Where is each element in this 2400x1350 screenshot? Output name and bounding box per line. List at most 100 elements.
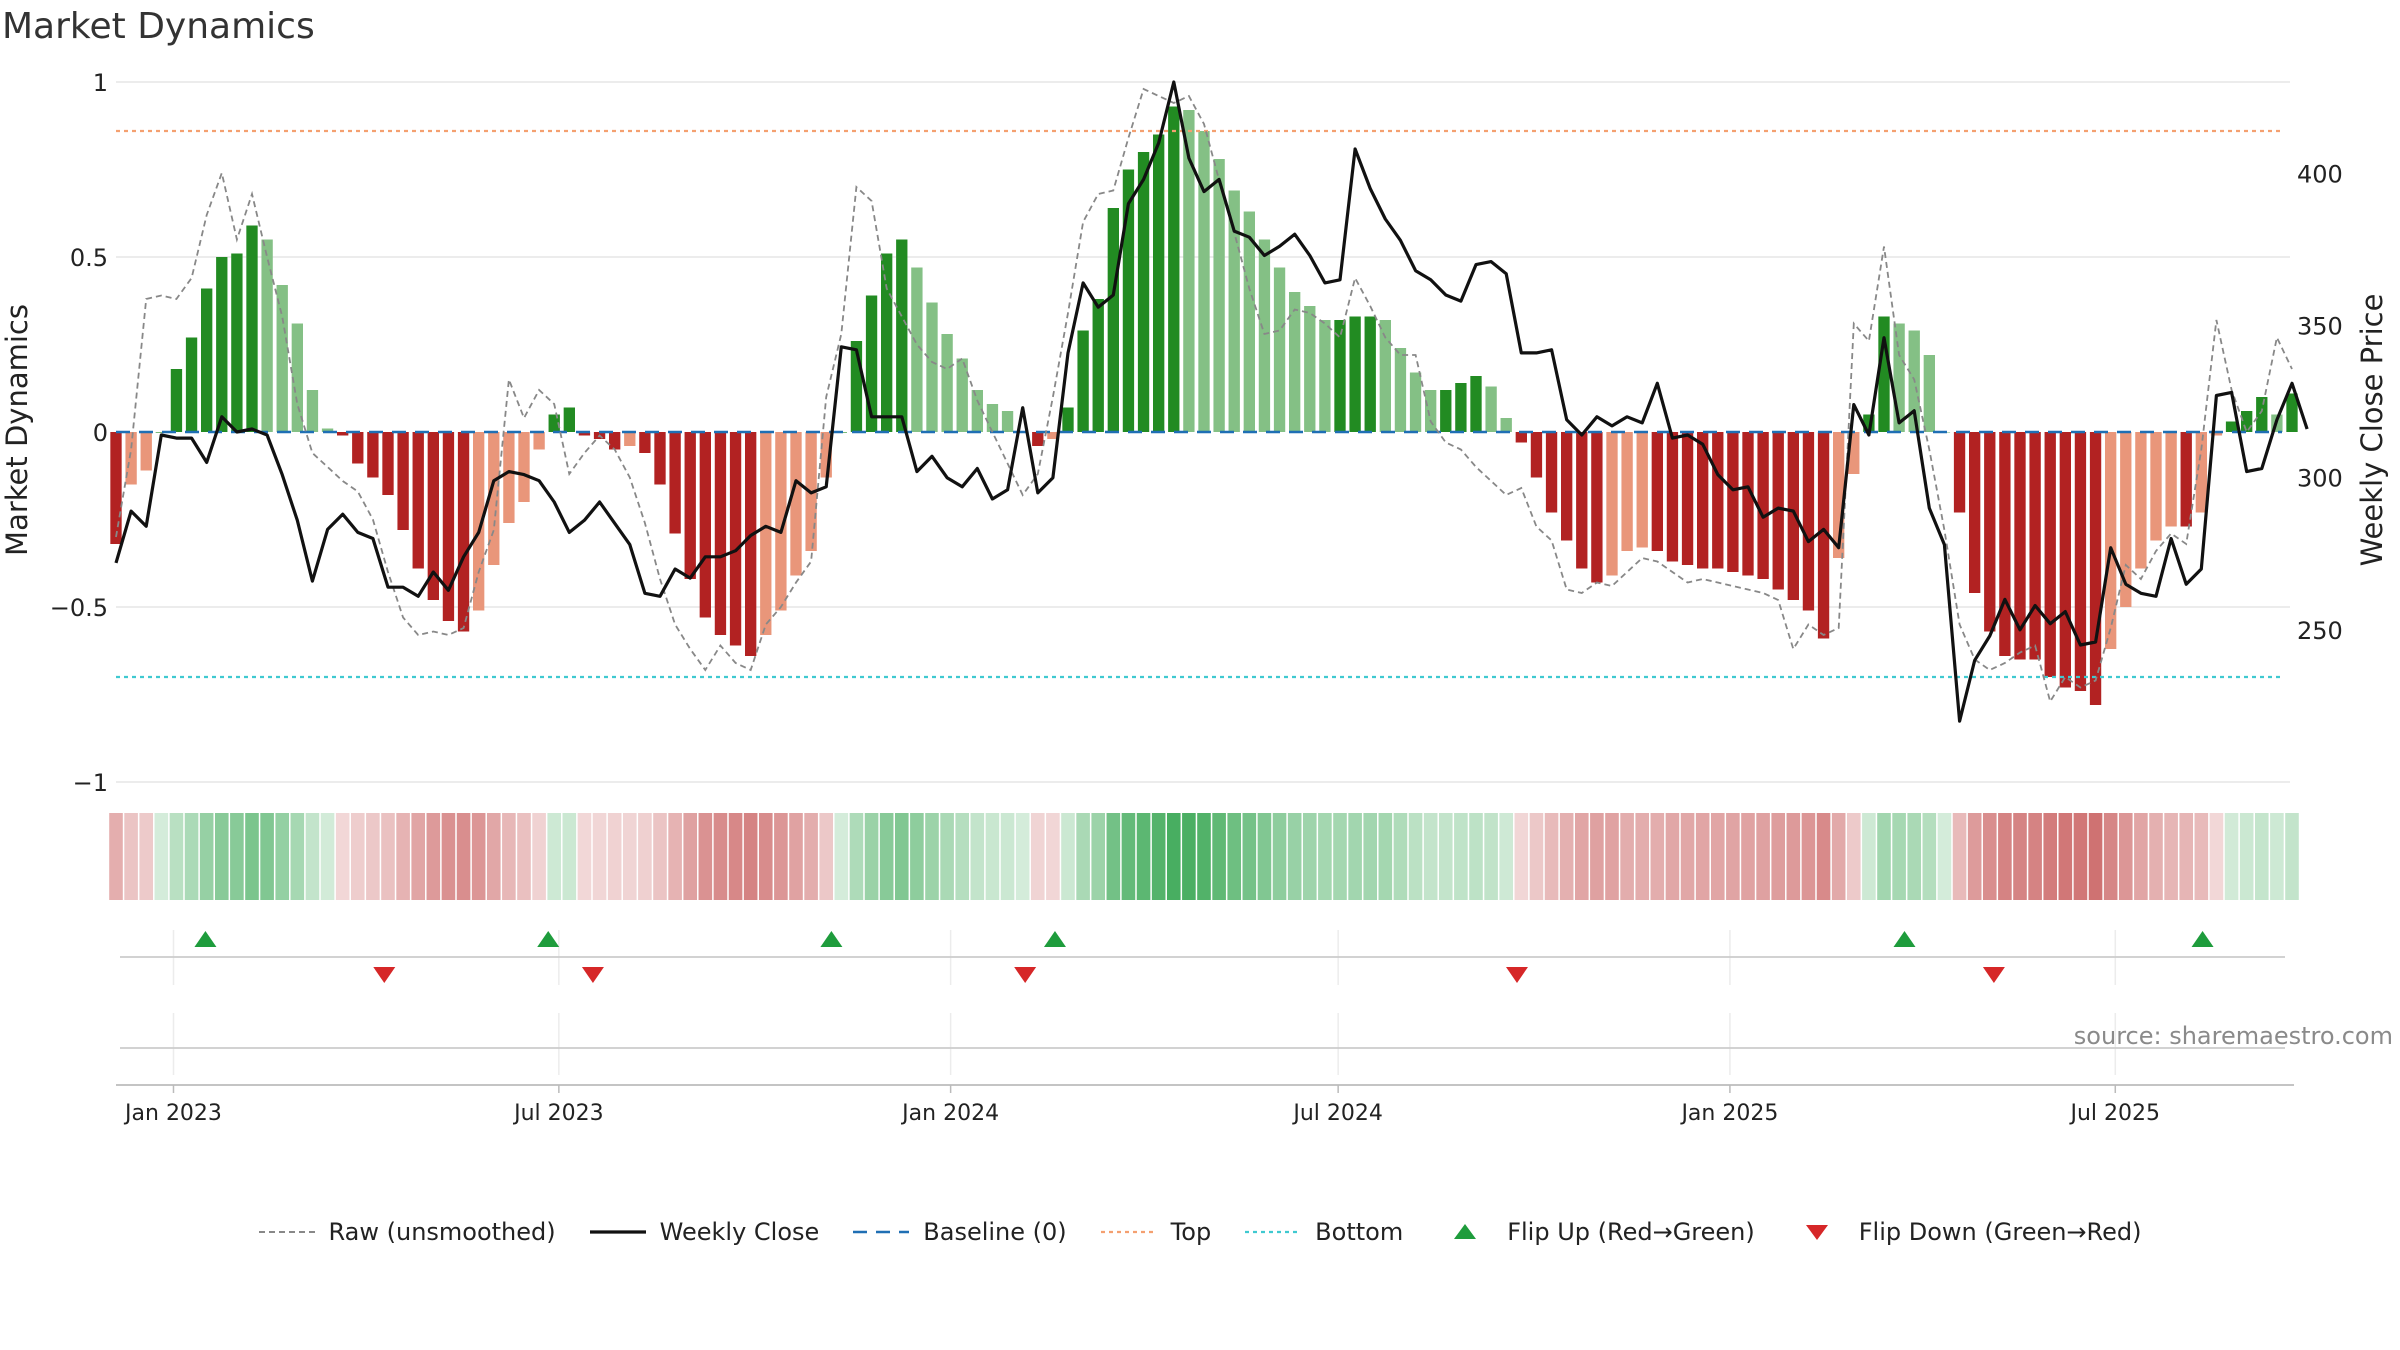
regime-cell (592, 813, 607, 900)
regime-cell (2013, 813, 2027, 900)
regime-cell (396, 813, 410, 900)
dynamics-bar (2180, 432, 2192, 527)
regime-cell (154, 813, 169, 900)
legend-item-baseline: Baseline (0) (853, 1218, 1067, 1246)
regime-cell (2028, 813, 2042, 900)
dynamics-bar (1530, 432, 1543, 478)
dynamics-bar (911, 267, 923, 432)
legend-item-raw: Raw (unsmoothed) (258, 1218, 556, 1246)
regime-cell (230, 813, 244, 900)
dynamics-bar (941, 334, 953, 432)
regime-cell (1982, 813, 1997, 900)
dynamics-bar (1137, 152, 1150, 432)
legend: Raw (unsmoothed) Weekly Close Baseline (0)… (0, 1212, 2400, 1252)
regime-cell (2118, 813, 2133, 900)
regime-cell (184, 813, 199, 900)
dynamics-bar (442, 432, 455, 621)
dynamics-bar (1273, 267, 1286, 432)
regime-cell (1348, 813, 1362, 900)
dynamics-bar (337, 432, 349, 436)
dynamics-bar (926, 302, 938, 432)
x-tick-label: Jul 2025 (2069, 1101, 2161, 1126)
regime-cell (1061, 813, 1075, 900)
dynamics-bar (352, 432, 364, 464)
dynamics-bar (397, 432, 409, 530)
dynamics-bar (457, 432, 470, 632)
dynamics-bar (110, 432, 122, 544)
regime-cell (275, 813, 290, 900)
regime-cell (562, 813, 577, 900)
regime-cell (260, 813, 274, 900)
flip-up-marker (2191, 931, 2214, 947)
weekly-close-line (114, 80, 2309, 723)
dynamics-bar (956, 358, 968, 432)
dynamics-bar (1001, 411, 1014, 432)
lines-layer (114, 80, 2309, 723)
legend-label: Raw (unsmoothed) (328, 1218, 556, 1246)
dynamics-bar (2120, 432, 2132, 607)
dynamics-bar (473, 432, 485, 611)
dynamics-bar (1561, 432, 1573, 541)
regime-strip (109, 813, 2299, 900)
regime-cell (2058, 813, 2073, 900)
dynamics-bar (1349, 316, 1361, 432)
dynamics-bar (1984, 432, 1996, 632)
dynamics-bar (2210, 432, 2223, 436)
dynamics-bar (518, 432, 530, 502)
regime-cell (1846, 813, 1861, 900)
legend-item-close: Weekly Close (589, 1218, 819, 1246)
regime-cell (1907, 813, 1922, 900)
chart-title: Market Dynamics (2, 6, 315, 47)
regime-cell (1287, 813, 1302, 900)
dynamics-bar (321, 428, 334, 432)
regime-cell (1393, 813, 1408, 900)
legend-swatch-raw (258, 1231, 315, 1233)
dynamics-bar (1953, 432, 1966, 513)
dynamics-bar (1621, 432, 1633, 551)
regime-cell (2194, 813, 2209, 900)
x-tick-label: Jul 2023 (512, 1101, 604, 1126)
regime-cell (502, 813, 516, 900)
regime-cell (471, 813, 486, 900)
regime-cell (1302, 813, 1317, 900)
dynamics-bar (1485, 386, 1497, 432)
flip-up-marker (820, 931, 843, 947)
dynamics-bar (1848, 432, 1860, 474)
regime-cell (1726, 813, 1740, 900)
dynamics-bar (669, 432, 681, 534)
regime-cell (2164, 813, 2178, 900)
legend-item-bottom: Bottom (1245, 1218, 1403, 1246)
flip-up-marker (194, 931, 217, 947)
dynamics-bar (1969, 432, 1981, 593)
dynamics-bar (1153, 134, 1165, 432)
flip-down-marker (1014, 967, 1037, 983)
source-text: source: sharemaestro.com (2074, 1022, 2393, 1050)
dynamics-bar (1168, 106, 1180, 432)
dynamics-bar (1757, 432, 1769, 579)
dynamics-bar (1379, 320, 1391, 432)
regime-cell (955, 813, 970, 900)
regime-cell (169, 813, 184, 900)
regime-cell (366, 813, 380, 900)
flip-up-marker (1043, 931, 1066, 947)
dynamics-bar (2105, 432, 2117, 649)
dynamics-bar (1681, 432, 1694, 565)
dynamics-bar (1122, 169, 1135, 432)
regime-cell (910, 813, 924, 900)
legend-swatch-close (589, 1230, 646, 1234)
y-right-tick-label: 350 (2297, 312, 2343, 340)
dynamics-bar (684, 432, 696, 579)
y-left-tick-label: 0 (93, 419, 108, 447)
dynamics-bar (1772, 432, 1784, 590)
regime-cell (1091, 813, 1106, 900)
regime-cell (1469, 813, 1483, 900)
dynamics-bar (1470, 376, 1482, 432)
dynamics-bar (2286, 393, 2298, 432)
regime-cell (1378, 813, 1393, 900)
legend-label: Baseline (0) (923, 1218, 1067, 1246)
regime-cell (1786, 813, 1801, 900)
regime-cell (290, 813, 305, 900)
dynamics-bar (1198, 131, 1210, 432)
y-left-tick-label: −0.5 (50, 594, 108, 622)
